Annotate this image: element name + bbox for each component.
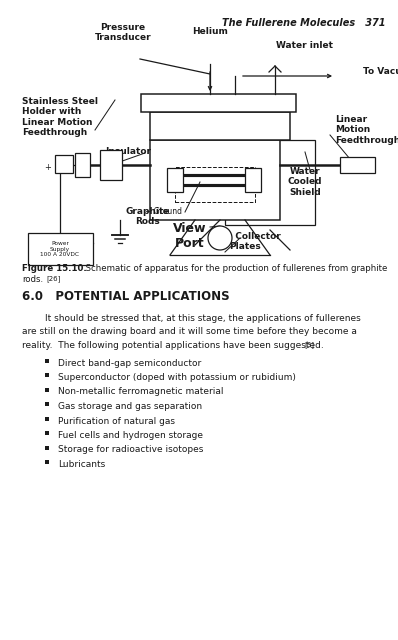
Text: It should be stressed that, at this stage, the applications of fullerenes: It should be stressed that, at this stag… bbox=[22, 314, 361, 323]
Text: View
Port: View Port bbox=[173, 222, 207, 250]
Bar bbox=[45, 402, 49, 406]
Text: +: + bbox=[45, 163, 51, 172]
Text: Soot Collector
Plates: Soot Collector Plates bbox=[209, 232, 281, 252]
Bar bbox=[45, 417, 49, 420]
Text: Helium: Helium bbox=[192, 27, 228, 36]
Bar bbox=[75, 153, 90, 177]
Bar bbox=[45, 373, 49, 377]
Text: Pressure
Transducer: Pressure Transducer bbox=[95, 22, 151, 42]
Text: Insulator: Insulator bbox=[105, 147, 151, 156]
Text: Stainless Steel
Holder with
Linear Motion
Feedthrough: Stainless Steel Holder with Linear Motio… bbox=[22, 97, 98, 137]
Bar bbox=[45, 460, 49, 464]
Text: The Fullerene Molecules   371: The Fullerene Molecules 371 bbox=[222, 18, 385, 28]
Text: Purification of natural gas: Purification of natural gas bbox=[58, 417, 175, 426]
Text: Schematic of apparatus for the production of fullerenes from graphite: Schematic of apparatus for the productio… bbox=[80, 264, 387, 273]
Text: 6.0   POTENTIAL APPLICATIONS: 6.0 POTENTIAL APPLICATIONS bbox=[22, 290, 230, 303]
Text: Graphite
Rods: Graphite Rods bbox=[126, 207, 170, 227]
Text: Non-metallic ferromagnetic material: Non-metallic ferromagnetic material bbox=[58, 387, 224, 397]
Text: Gas storage and gas separation: Gas storage and gas separation bbox=[58, 402, 202, 411]
Bar bbox=[45, 431, 49, 435]
Bar bbox=[225, 140, 315, 225]
Text: rods.: rods. bbox=[22, 275, 43, 284]
Bar bbox=[175, 167, 255, 202]
Text: reality.  The following potential applications have been suggested.: reality. The following potential applica… bbox=[22, 341, 324, 350]
Text: Linear
Motion
Feedthrough: Linear Motion Feedthrough bbox=[335, 115, 398, 145]
Bar bbox=[340, 157, 375, 173]
Bar bbox=[141, 94, 296, 112]
Text: Water inlet: Water inlet bbox=[277, 41, 334, 50]
Bar bbox=[28, 233, 93, 265]
Text: Storage for radioactive isotopes: Storage for radioactive isotopes bbox=[58, 445, 203, 454]
Bar bbox=[45, 387, 49, 392]
Text: − Ground: − Ground bbox=[145, 207, 182, 216]
Bar bbox=[55, 155, 73, 173]
Text: Power
Supply
100 A 20VDC: Power Supply 100 A 20VDC bbox=[41, 241, 80, 257]
Text: Figure 15.10.: Figure 15.10. bbox=[22, 264, 87, 273]
Bar bbox=[100, 150, 122, 180]
Bar bbox=[167, 168, 183, 192]
Bar bbox=[150, 112, 290, 140]
Bar bbox=[150, 140, 280, 220]
Text: [26]: [26] bbox=[46, 275, 60, 282]
Text: are still on the drawing board and it will some time before they become a: are still on the drawing board and it wi… bbox=[22, 328, 357, 337]
Circle shape bbox=[208, 226, 232, 250]
Bar bbox=[45, 445, 49, 449]
Text: Lubricants: Lubricants bbox=[58, 460, 105, 469]
Text: Water
Cooled
Shield: Water Cooled Shield bbox=[288, 167, 322, 197]
Text: To Vacuum Pump: To Vacuum Pump bbox=[363, 67, 398, 77]
Text: Superconductor (doped with potassium or rubidium): Superconductor (doped with potassium or … bbox=[58, 373, 296, 382]
Text: [3]: [3] bbox=[304, 341, 314, 348]
Text: Fuel cells and hydrogen storage: Fuel cells and hydrogen storage bbox=[58, 431, 203, 440]
Bar bbox=[245, 168, 261, 192]
Text: Direct band-gap semiconductor: Direct band-gap semiconductor bbox=[58, 358, 201, 367]
Bar bbox=[45, 358, 49, 362]
